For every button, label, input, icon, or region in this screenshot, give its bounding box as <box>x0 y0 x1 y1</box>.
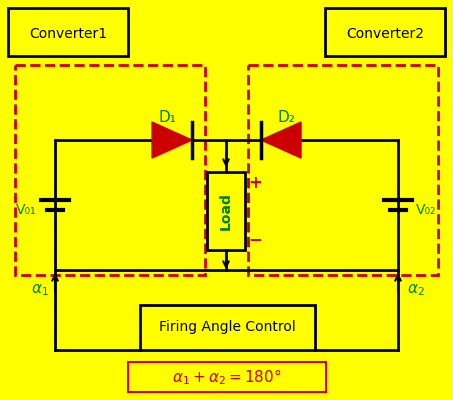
Polygon shape <box>261 122 301 158</box>
Text: Load: Load <box>219 192 233 230</box>
Text: −: − <box>248 230 262 248</box>
Text: V₀₁: V₀₁ <box>16 203 37 217</box>
Polygon shape <box>152 122 192 158</box>
Bar <box>128 362 326 392</box>
Bar <box>140 305 315 350</box>
Text: $\alpha_2$: $\alpha_2$ <box>407 282 425 298</box>
Text: Firing Angle Control: Firing Angle Control <box>159 320 296 334</box>
Text: $\alpha_1 + \alpha_2 = 180°$: $\alpha_1 + \alpha_2 = 180°$ <box>172 367 282 387</box>
Text: Converter1: Converter1 <box>29 27 107 41</box>
Bar <box>15 65 205 275</box>
Text: V₀₂: V₀₂ <box>416 203 437 217</box>
Bar <box>8 8 128 56</box>
Bar <box>248 65 438 275</box>
Bar <box>325 8 445 56</box>
Text: $\alpha_1$: $\alpha_1$ <box>31 282 49 298</box>
Bar <box>207 172 245 250</box>
Text: D₁: D₁ <box>158 110 176 126</box>
Text: +: + <box>248 174 262 192</box>
Text: Converter2: Converter2 <box>346 27 424 41</box>
Text: D₂: D₂ <box>277 110 295 126</box>
